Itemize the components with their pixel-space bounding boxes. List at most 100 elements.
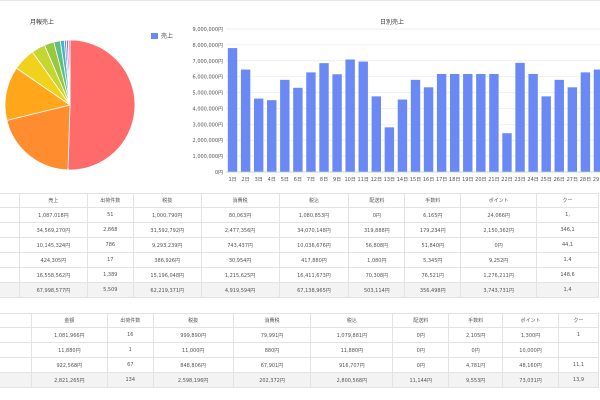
bar[interactable] [567,87,578,172]
table-cell: 319,888円 [348,222,406,238]
table-cell: 0円 [448,342,504,358]
bar[interactable] [306,72,316,172]
table-row: 11,880円 1 11,000円 880円 11,880円 0円 0円 10,000円 [0,342,599,358]
table-cell: 1,4 [536,252,599,268]
table-cell: 1,4 [536,282,599,298]
bar[interactable] [593,69,600,172]
x-tick-label: 5日 [281,177,289,183]
x-tick-label: 11日 [358,177,369,183]
bar[interactable] [253,98,264,172]
bar[interactable] [410,79,421,172]
table-cell: 916,707円 [310,357,394,373]
bar[interactable] [463,73,473,172]
x-tick-label: 27日 [567,177,578,183]
bar[interactable] [489,73,499,172]
table-row: 34,569,270円 2,868 31,592,792円 2,477,356円 34,… [0,222,599,238]
x-tick-label: 21日 [488,177,499,183]
table-row: 16,558,562円 1,389 15,196,048円 1,215,625円 16,… [0,267,599,283]
table-cell: 2,477,356円 [200,222,280,238]
x-tick-label: 19日 [462,177,473,183]
table-cell: 11,000円 [152,342,234,358]
table-cell: 1,079,881円 [310,327,394,343]
table-cell [0,357,32,373]
x-tick-label: 18日 [449,177,460,183]
bar-chart-title: 日別売上 [380,19,405,26]
table-cell: 76,521円 [404,267,462,283]
table-cell: 424,305円 [18,252,88,268]
table-cell: 67,998,577円 [18,282,88,298]
bar-chart-legend[interactable]: 売上 [151,31,173,40]
detail-table: 金額 出荷件数 税抜 消費税 税込 配送料 手数料 ポイント クー 1,081,966円 16 99… [0,313,599,388]
bar[interactable] [280,79,290,172]
legend-label: 売上 [161,33,174,40]
column-header: 税抜 [132,193,202,208]
bar[interactable] [293,87,303,172]
pie-slice[interactable] [67,39,71,106]
x-tick-label: 24日 [527,177,538,183]
table-cell: 0円 [460,237,538,253]
table-cell: 786 [86,237,134,253]
x-tick-label: 2日 [242,177,250,183]
table-cell: 1,389 [86,267,134,283]
x-tick-label: 17日 [436,177,447,183]
bar[interactable] [502,133,512,172]
table-cell: 999,890円 [152,327,234,343]
column-header: 売上 [18,193,88,208]
bar[interactable] [371,96,381,172]
table-cell: 11,880円 [310,342,394,358]
bar[interactable] [267,100,277,172]
column-header: 手数料 [448,313,504,328]
bar[interactable] [436,73,447,172]
y-tick-label: 6,000,000円 [193,75,223,81]
pie-slice[interactable] [6,104,71,171]
bar[interactable] [580,72,591,172]
bar[interactable] [541,96,551,172]
bar[interactable] [332,74,342,172]
bar[interactable] [450,73,460,172]
bar[interactable] [397,99,408,172]
column-header: 出荷件数 [86,193,134,208]
bar[interactable] [515,62,525,172]
table-cell: 356,498円 [404,282,462,298]
bar[interactable] [227,48,238,172]
x-tick-label: 6日 [294,177,302,183]
column-header: 消費税 [232,313,312,328]
bar[interactable] [423,87,434,172]
bar[interactable] [240,69,251,172]
table-cell: 62,219,371円 [132,282,202,298]
bar[interactable] [554,79,564,172]
table-cell: 134 [106,372,154,388]
table-cell: 11,144円 [392,372,450,388]
table-cell: 5,345円 [404,252,462,268]
table-cell: 13,9 [558,372,599,388]
legend-swatch [151,32,158,39]
table-cell: 17 [86,252,134,268]
bar[interactable] [319,63,329,172]
table-cell: 67,901円 [232,357,312,373]
table-cell: 51 [86,207,134,223]
table-cell: 0円 [348,207,406,223]
table-cell: 503,114円 [348,282,406,298]
table-cell [0,252,20,268]
table-cell: 922,568円 [30,357,108,373]
table-cell: 848,806円 [152,357,234,373]
pie-chart-title: 月報売上 [30,19,55,26]
y-tick-label: 1,000,000円 [193,154,223,160]
table-cell: 4,781円 [448,357,504,373]
table-row: 67,998,577円 5,509 62,219,371円 4,919,594円 67,… [0,282,599,298]
x-tick-label: 9日 [333,177,341,183]
y-tick-label: 8,000,000円 [193,43,223,49]
x-tick-label: 14日 [397,177,408,183]
bar[interactable] [384,127,395,172]
bar[interactable] [345,59,355,172]
table-cell: 31,592,792円 [132,222,202,238]
bar[interactable] [358,61,368,173]
bar[interactable] [476,73,486,172]
y-tick-label: 9,000,000円 [193,27,223,33]
bar[interactable] [528,73,538,172]
table-cell: 10,145,324円 [18,237,88,253]
pie-slice[interactable] [4,67,71,121]
pie-slice[interactable] [67,39,136,171]
x-tick-label: 22日 [501,177,512,183]
table-cell: 417,880円 [278,252,350,268]
